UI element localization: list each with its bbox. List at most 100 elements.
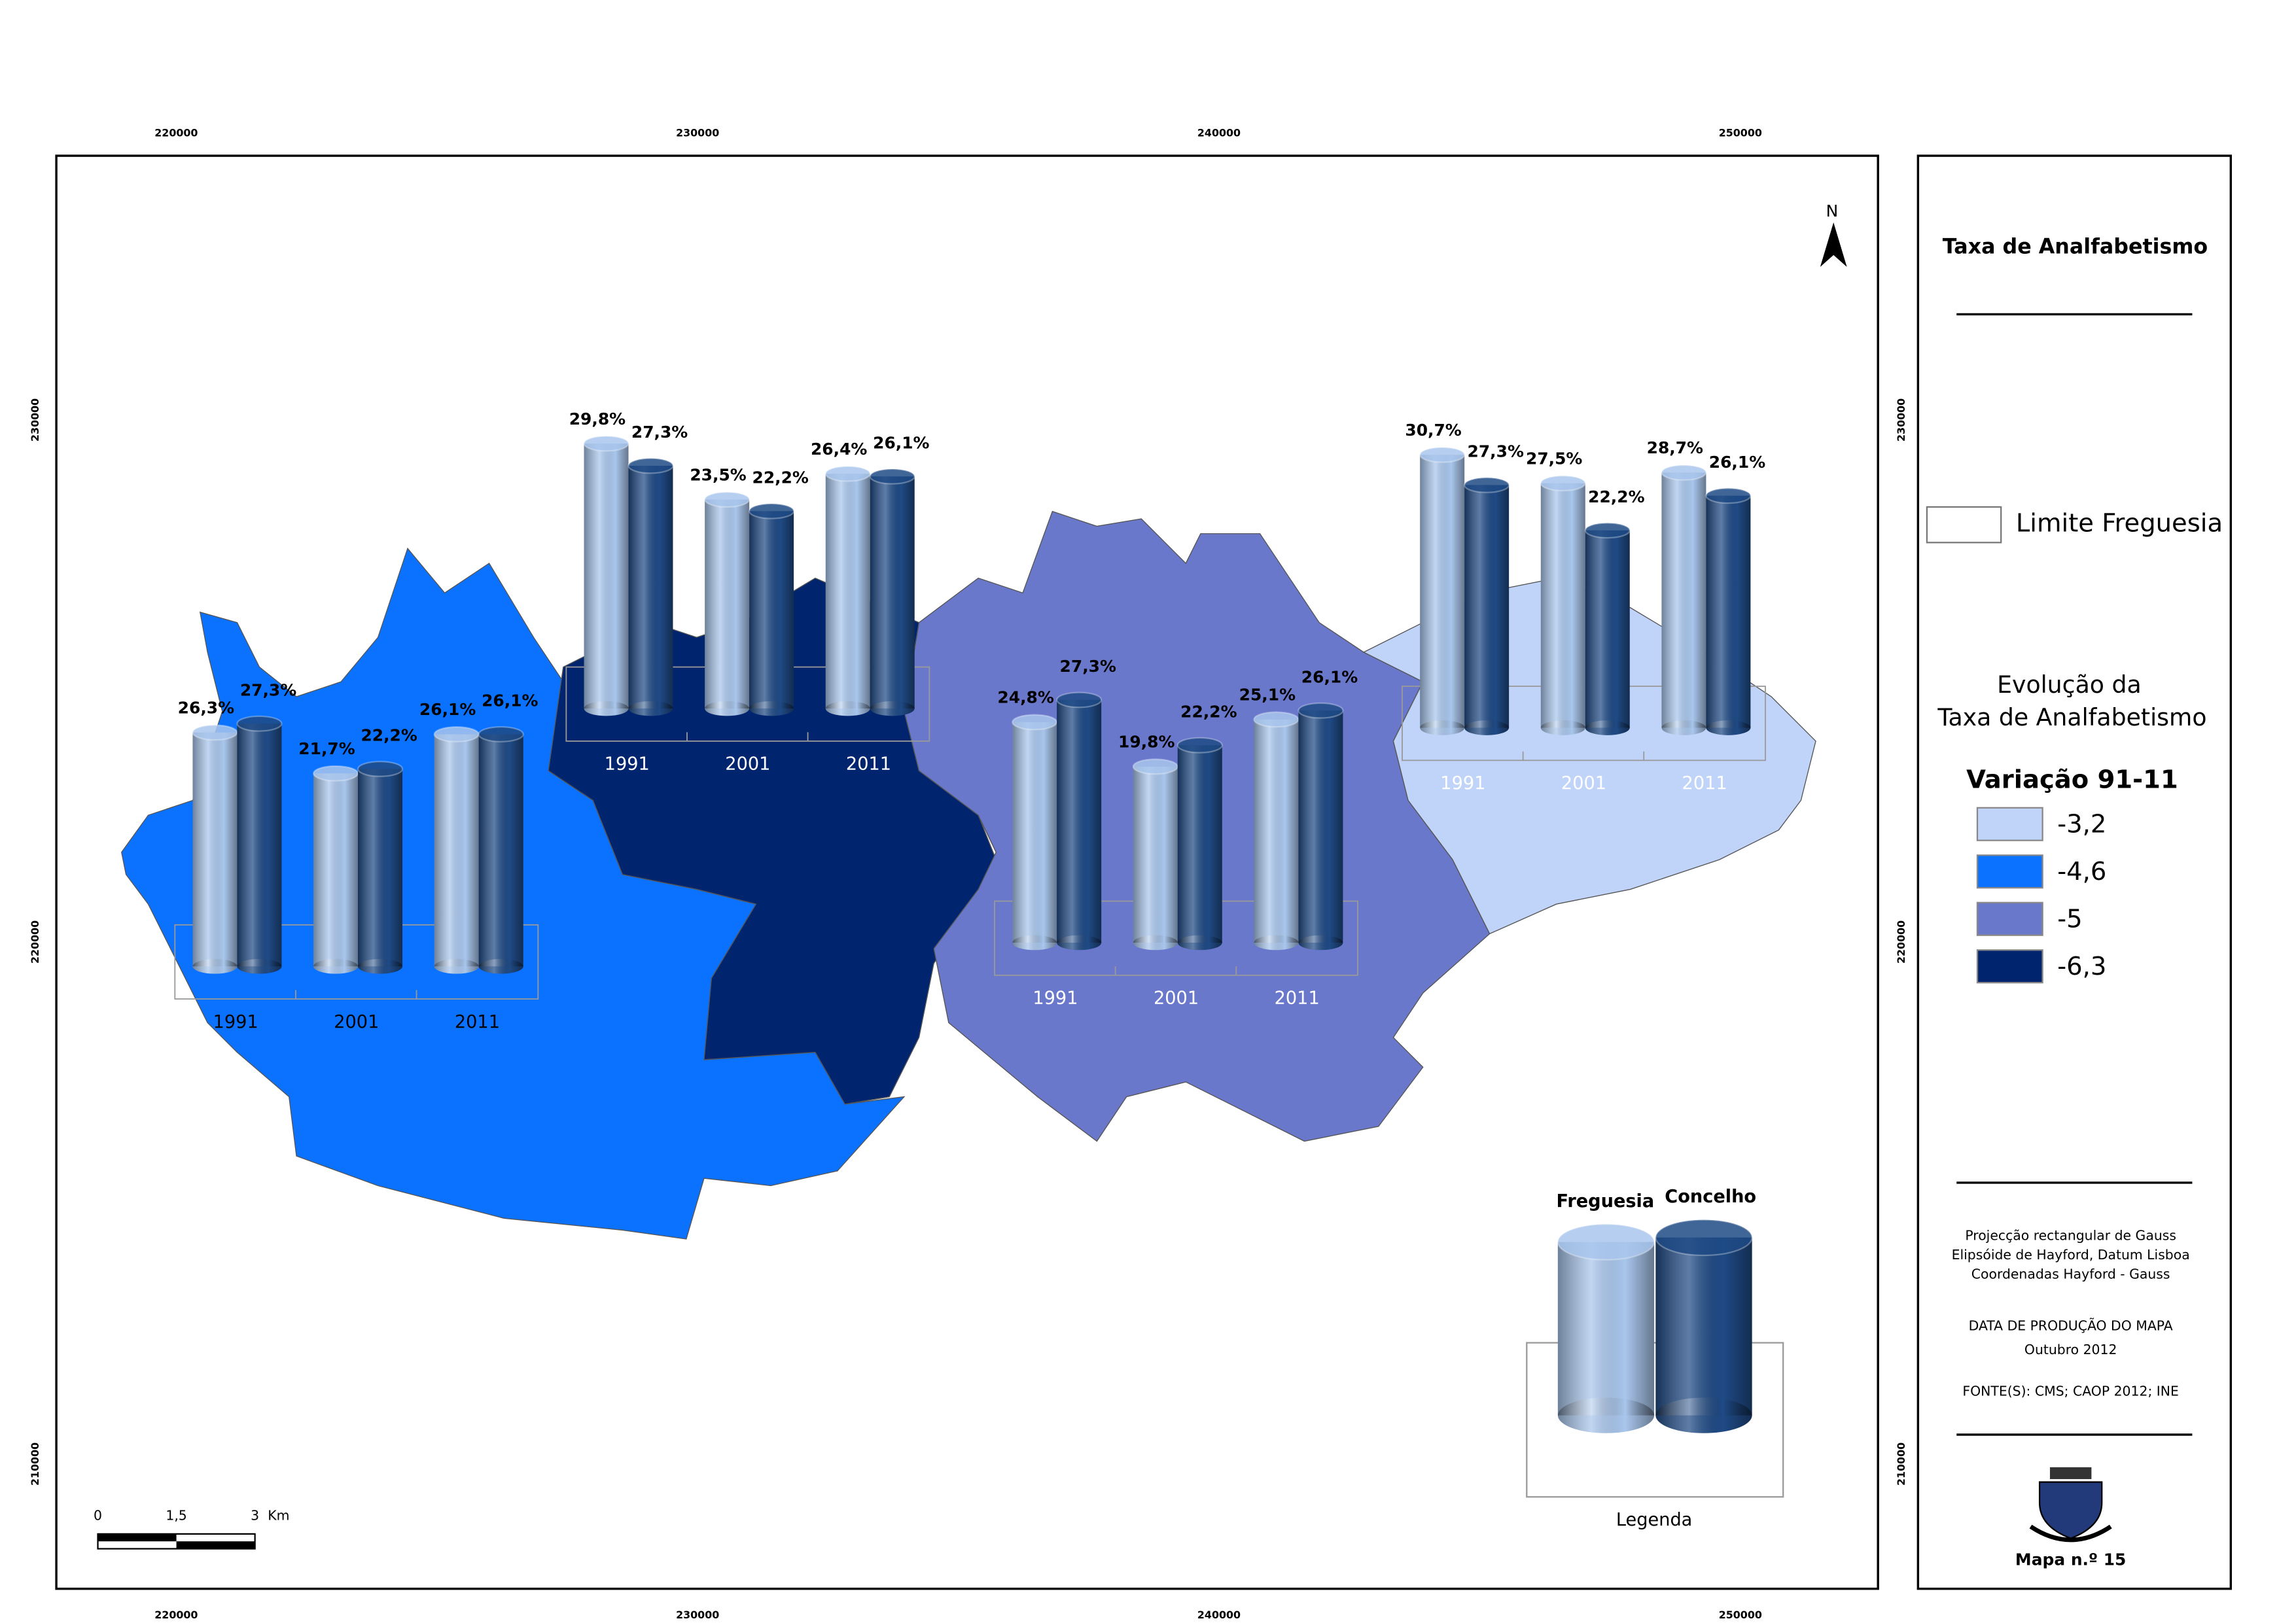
y-coord-label: 230000 [1895,398,1907,442]
cylinder-top [1176,737,1223,754]
bar-shade [1133,935,1178,951]
cylinder [478,726,524,974]
y-coord-label: 210000 [29,1442,41,1486]
value-label: 27,3% [1060,657,1116,676]
cylinder-top [1056,691,1103,708]
cylinder-top [1655,1219,1753,1257]
chart-legend-frame [1526,1342,1784,1498]
cylinder-top [478,726,524,742]
cylinder-top [1661,464,1707,481]
cylinder-top [1253,711,1299,728]
bar-shade [1585,720,1630,735]
cylinder [1584,522,1631,735]
bar-shade [628,465,673,709]
category-label: 2011 [1682,773,1727,794]
chart-legend-title: Legenda [1616,1510,1692,1530]
value-label: 26,1% [1301,667,1358,686]
cylinder-top [1584,522,1631,539]
cylinder-top [1298,702,1344,719]
cylinder [192,724,238,974]
value-label: 27,3% [240,680,296,699]
cylinder [869,468,915,716]
cylinder [1012,714,1058,951]
category-label: 2001 [1561,773,1606,794]
cylinder-top [1540,475,1586,492]
cylinder [748,502,795,716]
cylinder-top [1705,487,1752,504]
class-label: -4,6 [2057,857,2106,886]
bar-shade [1254,719,1299,943]
scale-bar-segment [97,1533,177,1542]
bar-shade [749,511,794,709]
scale-label: 0 [94,1508,102,1524]
note: Elipsóide de Hayford, Datum Lisboa [1952,1247,2190,1263]
cylinder [704,491,751,716]
grid-labels: 220000 220000 230000 230000 240000 240000 2500… [29,127,1907,1621]
cylinder [824,465,871,716]
bar-shade [434,958,479,974]
cylinder [433,726,480,974]
cylinder-top [312,765,359,782]
cylinder-top [433,726,480,742]
bar-chart: 1991 2001 201126,3%21,7%26,1%27,3%22,2%26,… [174,680,539,1032]
ribbon [2029,1524,2112,1543]
x-coord-label: 250000 [1719,1609,1762,1621]
bar-shade [1057,699,1102,943]
bar-shade [1464,485,1510,728]
note: Coordenadas Hayford - Gauss [1971,1266,2170,1282]
bar-shade [584,701,629,716]
category-label: 2011 [846,754,891,775]
cylinder-top [627,457,674,474]
legend-title: Taxa de Analfabetismo [1937,703,2206,731]
bar-shade [1057,935,1102,951]
bar-shade [1420,455,1465,728]
cylinder [1132,758,1178,951]
cylinder [1464,476,1510,735]
class-swatch [1976,901,2043,936]
cylinder [1655,1219,1753,1433]
class-label: -6,3 [2057,952,2106,981]
cylinder-top [1419,446,1466,463]
class-label: -3,2 [2057,810,2106,839]
cylinder-top [1132,758,1178,775]
crown [2049,1467,2092,1480]
cylinder-top [704,491,751,508]
category-label: 1991 [213,1012,258,1032]
x-coord-label: 240000 [1197,127,1241,139]
category-label: 2011 [455,1012,500,1032]
value-label: 22,2% [1588,487,1644,506]
cylinder [583,435,629,716]
bar-shade [825,474,870,709]
north-label: N [1826,201,1839,220]
bar-chart: 1991 2001 2011 24,8% 19,8% 25,1% 27,3% 22,2% 26,… [994,657,1358,1009]
bar-shade [825,701,870,716]
bar-shade [1464,720,1510,735]
panel-title: Taxa de Analfabetismo [1943,236,2208,259]
cylinder-top [1557,1223,1655,1261]
bar-shade [1012,722,1057,943]
x-coord-label: 230000 [676,1609,719,1621]
map-number: Mapa n.º 15 [2015,1550,2126,1569]
bar-shade [1706,495,1751,728]
value-label: 19,8% [1118,733,1174,752]
cylinder [1176,737,1223,951]
bar-shade [1585,530,1630,728]
boundary-label: Limite Freguesia [2016,509,2223,538]
bar-shade [1661,720,1706,735]
cylinder-top [357,761,404,777]
category-label: 1991 [1440,773,1485,794]
value-label: 25,1% [1239,686,1296,705]
bar-shade [1420,720,1465,735]
category-label: 2001 [1154,988,1199,1009]
x-coord-label: 220000 [154,127,198,139]
value-label: 26,4% [811,440,867,459]
value-label: 23,5% [690,465,746,484]
cylinder-top [869,468,915,485]
legend-panel [1916,154,2233,1590]
bar-shade [358,769,403,967]
legend-label: Concelho [1665,1187,1756,1207]
bar-shade [1177,935,1222,951]
note: Projecção rectangular de Gauss [1965,1228,2176,1244]
bar-shade [1661,472,1706,728]
value-label: 27,5% [1526,449,1582,468]
